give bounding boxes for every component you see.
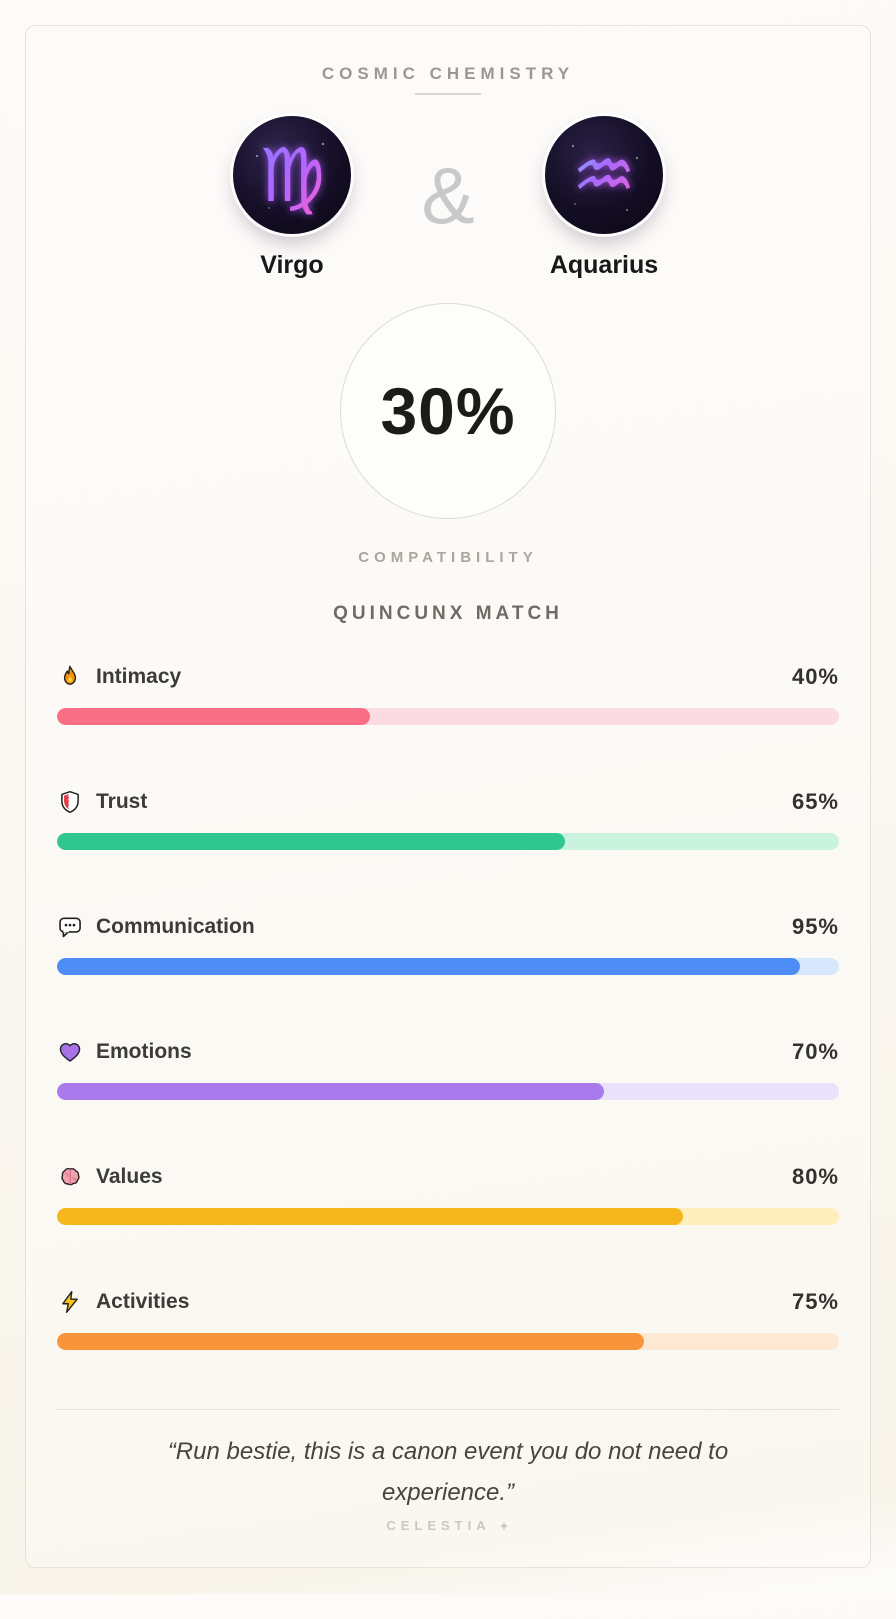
brain-icon <box>57 1164 83 1190</box>
stat-row-communication: Communication 95% <box>57 909 839 975</box>
svg-text:♍: ♍ <box>259 133 325 219</box>
match-type-label: QUINCUNX MATCH <box>333 603 563 624</box>
virgo-sign-image: ♍ <box>233 116 351 234</box>
sign-name-right: Aquarius <box>549 251 659 279</box>
stat-label: Intimacy <box>96 665 182 688</box>
title-underline <box>415 93 481 95</box>
stat-label: Communication <box>96 915 255 938</box>
fire-icon <box>57 664 83 690</box>
stat-value: 75% <box>791 1289 839 1314</box>
zodiac-sign-right: ♒ Aquarius <box>484 116 724 281</box>
compatibility-card: COSMIC CHEMISTRY <box>25 25 871 1568</box>
stat-row-intimacy: Intimacy 40% <box>57 659 839 725</box>
brand-footer: CELESTIA <box>57 1518 839 1533</box>
stat-bar <box>57 958 839 975</box>
stat-row-activities: Activities 75% <box>57 1284 839 1350</box>
shield-icon <box>57 789 83 815</box>
stat-label: Activities <box>96 1290 190 1313</box>
svg-text:♒: ♒ <box>572 133 637 217</box>
stat-value: 65% <box>791 789 839 814</box>
compatibility-score: 30% <box>380 374 516 448</box>
purple-heart-icon <box>57 1039 83 1065</box>
stat-bar-fill <box>57 1333 644 1350</box>
stat-bar <box>57 1208 839 1225</box>
stat-bar <box>57 1083 839 1100</box>
sparkle-icon <box>499 1520 509 1531</box>
compatibility-label: COMPATIBILITY <box>358 549 538 566</box>
stat-label: Trust <box>96 790 148 813</box>
stat-value: 40% <box>791 664 839 689</box>
ampersand-separator: & <box>421 151 475 240</box>
stat-bar <box>57 708 839 725</box>
virgo-icon: ♍ <box>233 116 351 234</box>
compatibility-score-circle: 30% <box>340 303 556 519</box>
sign-name-left: Virgo <box>260 251 324 279</box>
stat-bar-fill <box>57 708 370 725</box>
zodiac-pair: ♍ Virgo & <box>57 116 839 281</box>
stat-bar-fill <box>57 833 566 850</box>
stat-value: 80% <box>791 1164 839 1189</box>
page-title: COSMIC CHEMISTRY <box>321 64 575 83</box>
brand-name: CELESTIA <box>386 1518 491 1533</box>
zodiac-sign-left: ♍ Virgo <box>172 116 412 281</box>
stat-bar-fill <box>57 958 800 975</box>
stat-row-emotions: Emotions 70% <box>57 1034 839 1100</box>
footer-divider <box>57 1409 839 1410</box>
stat-bar <box>57 1333 839 1350</box>
stat-bar-fill <box>57 1208 683 1225</box>
stat-label: Emotions <box>96 1040 192 1063</box>
stat-row-trust: Trust 65% <box>57 784 839 850</box>
stat-label: Values <box>96 1165 163 1188</box>
aquarius-sign-image: ♒ <box>545 116 663 234</box>
stat-value: 70% <box>791 1039 839 1064</box>
stat-value: 95% <box>791 914 839 939</box>
speech-bubble-icon <box>57 914 83 940</box>
stat-row-values: Values 80% <box>57 1159 839 1225</box>
stat-bar-fill <box>57 1083 605 1100</box>
compatibility-quote: “Run bestie, this is a canon event you d… <box>167 1438 729 1506</box>
aquarius-icon: ♒ <box>545 116 663 234</box>
stat-bar <box>57 833 839 850</box>
lightning-icon <box>57 1289 83 1315</box>
stats-list: Intimacy 40% Trust 65% <box>57 659 839 1350</box>
